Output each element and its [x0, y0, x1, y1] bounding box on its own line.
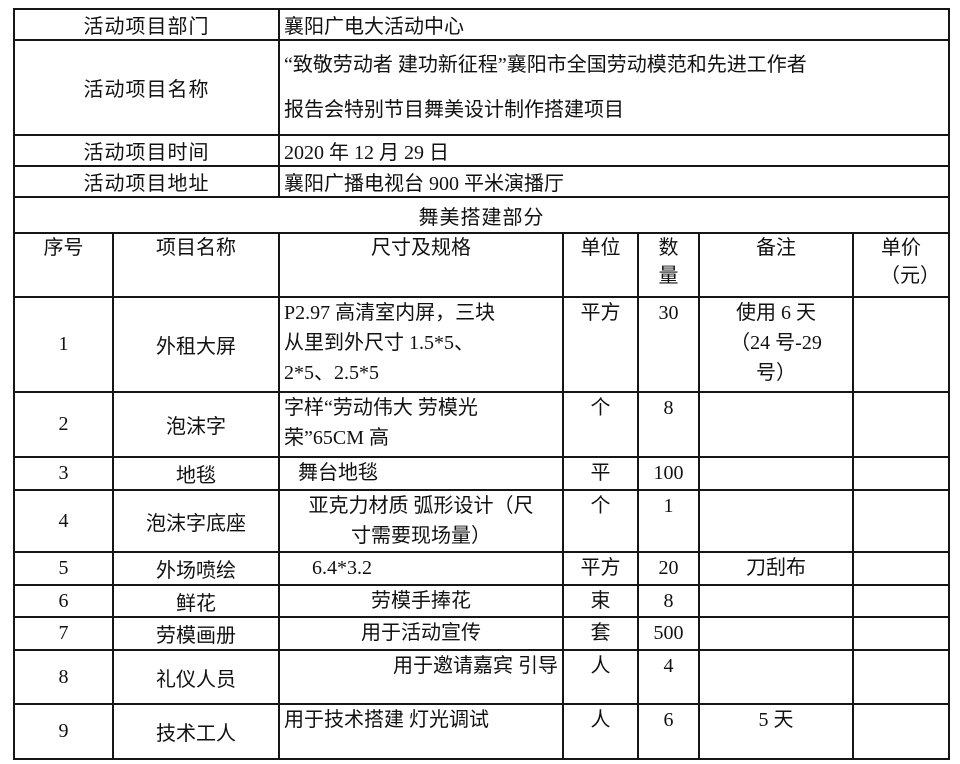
- seq-cell: 3: [13, 456, 114, 491]
- seq-cell: 5: [13, 551, 114, 586]
- seq-cell: 6: [13, 584, 114, 618]
- unit-cell: 个: [562, 391, 639, 458]
- col-header-seq: 序号: [13, 232, 114, 298]
- col-header-price-text: 单价（元）: [880, 237, 940, 287]
- qty-cell: 8: [637, 391, 700, 458]
- price-cell: [852, 456, 950, 491]
- info-label-address: 活动项目地址: [13, 165, 280, 198]
- col-header-price: 单价（元）: [852, 232, 950, 298]
- note-cell: 使用 6 天 （24 号-29 号）: [698, 296, 854, 393]
- price-cell: [852, 616, 950, 651]
- info-row-time: 活动项目时间 2020 年 12 月 29 日: [13, 134, 950, 167]
- note-cell: [698, 616, 854, 651]
- qty-cell: 4: [637, 649, 700, 705]
- seq-cell: 4: [13, 489, 114, 553]
- section-row: 舞美搭建部分: [13, 196, 950, 234]
- price-cell: [852, 551, 950, 586]
- spec-cell: 用于技术搭建 灯光调试: [278, 703, 564, 760]
- unit-cell: 束: [562, 584, 639, 618]
- note-cell: [698, 584, 854, 618]
- qty-cell: 30: [637, 296, 700, 393]
- table-row: 6 鲜花 劳模手捧花 束 8: [13, 584, 950, 618]
- info-row-department: 活动项目部门 襄阳广电大活动中心: [13, 8, 950, 41]
- seq-cell: 8: [13, 649, 114, 705]
- seq-cell: 2: [13, 391, 114, 458]
- note-cell: [698, 649, 854, 705]
- qty-cell: 100: [637, 456, 700, 491]
- table-row: 3 地毯 舞台地毯 平 100: [13, 456, 950, 491]
- col-header-name: 项目名称: [112, 232, 280, 298]
- unit-cell: 平: [562, 456, 639, 491]
- project-spec-table: 活动项目部门 襄阳广电大活动中心 活动项目名称 “致敬劳动者 建功新征程”襄阳市…: [13, 8, 950, 760]
- spec-cell: 劳模手捧花: [278, 584, 564, 618]
- qty-cell: 8: [637, 584, 700, 618]
- unit-cell: 人: [562, 649, 639, 705]
- table-row: 5 外场喷绘 6.4*3.2 平方 20 刀刮布: [13, 551, 950, 586]
- section-title: 舞美搭建部分: [13, 196, 950, 234]
- spec-cell: 用于活动宣传: [278, 616, 564, 651]
- name-cell: 泡沫字: [112, 391, 280, 458]
- seq-cell: 7: [13, 616, 114, 651]
- name-cell: 礼仪人员: [112, 649, 280, 705]
- qty-cell: 20: [637, 551, 700, 586]
- name-cell: 劳模画册: [112, 616, 280, 651]
- price-cell: [852, 391, 950, 458]
- spec-cell: 字样“劳动伟大 劳模光 荣”65CM 高: [278, 391, 564, 458]
- unit-cell: 个: [562, 489, 639, 553]
- info-value-department: 襄阳广电大活动中心: [278, 8, 950, 41]
- info-label-department: 活动项目部门: [13, 8, 280, 41]
- spec-cell: 舞台地毯: [278, 456, 564, 491]
- col-header-spec: 尺寸及规格: [278, 232, 564, 298]
- name-cell: 外场喷绘: [112, 551, 280, 586]
- name-cell: 泡沫字底座: [112, 489, 280, 553]
- qty-cell: 1: [637, 489, 700, 553]
- table-row: 2 泡沫字 字样“劳动伟大 劳模光 荣”65CM 高 个 8: [13, 391, 950, 458]
- price-cell: [852, 296, 950, 393]
- unit-cell: 套: [562, 616, 639, 651]
- spec-cell: P2.97 高清室内屏，三块 从里到外尺寸 1.5*5、 2*5、2.5*5: [278, 296, 564, 393]
- spec-cell: 6.4*3.2: [278, 551, 564, 586]
- spec-cell: 用于邀请嘉宾 引导: [278, 649, 564, 705]
- name-cell: 外租大屏: [112, 296, 280, 393]
- seq-cell: 1: [13, 296, 114, 393]
- col-header-unit: 单位: [562, 232, 639, 298]
- table-row: 1 外租大屏 P2.97 高清室内屏，三块 从里到外尺寸 1.5*5、 2*5、…: [13, 296, 950, 393]
- info-value-time: 2020 年 12 月 29 日: [278, 134, 950, 167]
- header-row: 序号 项目名称 尺寸及规格 单位 数量 备注 单价（元）: [13, 232, 950, 298]
- price-cell: [852, 489, 950, 553]
- col-header-qty-text: 数量: [658, 237, 679, 287]
- info-label-project-name: 活动项目名称: [13, 39, 280, 136]
- spec-cell: 亚克力材质 弧形设计（尺 寸需要现场量）: [278, 489, 564, 553]
- unit-cell: 人: [562, 703, 639, 760]
- note-cell: [698, 456, 854, 491]
- info-row-name: 活动项目名称 “致敬劳动者 建功新征程”襄阳市全国劳动模范和先进工作者 报告会特…: [13, 39, 950, 136]
- col-header-note: 备注: [698, 232, 854, 298]
- note-cell: 5 天: [698, 703, 854, 760]
- table-row: 4 泡沫字底座 亚克力材质 弧形设计（尺 寸需要现场量） 个 1: [13, 489, 950, 553]
- info-value-project-name: “致敬劳动者 建功新征程”襄阳市全国劳动模范和先进工作者 报告会特别节目舞美设计…: [278, 39, 950, 136]
- price-cell: [852, 649, 950, 705]
- note-cell: [698, 489, 854, 553]
- qty-cell: 500: [637, 616, 700, 651]
- unit-cell: 平方: [562, 551, 639, 586]
- seq-cell: 9: [13, 703, 114, 760]
- name-cell: 技术工人: [112, 703, 280, 760]
- name-cell: 地毯: [112, 456, 280, 491]
- note-cell: [698, 391, 854, 458]
- info-row-address: 活动项目地址 襄阳广播电视台 900 平米演播厅: [13, 165, 950, 198]
- col-header-qty: 数量: [637, 232, 700, 298]
- table-row: 7 劳模画册 用于活动宣传 套 500: [13, 616, 950, 651]
- note-cell: 刀刮布: [698, 551, 854, 586]
- price-cell: [852, 703, 950, 760]
- qty-cell: 6: [637, 703, 700, 760]
- unit-cell: 平方: [562, 296, 639, 393]
- info-value-address: 襄阳广播电视台 900 平米演播厅: [278, 165, 950, 198]
- table-row: 8 礼仪人员 用于邀请嘉宾 引导 人 4: [13, 649, 950, 705]
- table-row: 9 技术工人 用于技术搭建 灯光调试 人 6 5 天: [13, 703, 950, 760]
- price-cell: [852, 584, 950, 618]
- info-label-time: 活动项目时间: [13, 134, 280, 167]
- name-cell: 鲜花: [112, 584, 280, 618]
